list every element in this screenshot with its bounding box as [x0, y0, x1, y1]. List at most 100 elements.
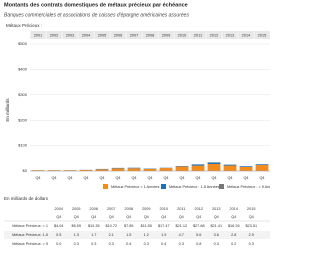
table-period: Q4: [196, 215, 201, 219]
bar: [191, 165, 205, 171]
row-label: Métaux Précieux: < 1: [12, 224, 48, 228]
x-tick-label: Q4: [99, 176, 104, 180]
y-axis-label: En milliards: [5, 98, 10, 122]
year-label: 2006: [114, 34, 122, 38]
table-period: Q4: [214, 215, 219, 219]
table-period: Q4: [126, 215, 131, 219]
table-cell: 0.3: [179, 242, 184, 246]
year-label: 2002: [50, 34, 58, 38]
chart: Montants des contrats domestiques de mét…: [4, 2, 270, 248]
table-year: 2013: [212, 207, 220, 211]
bar: [95, 169, 109, 171]
year-label: 2008: [146, 34, 154, 38]
table-cell: 4.7: [179, 233, 184, 237]
table-cell: 1.5: [126, 233, 131, 237]
legend-swatch: [103, 184, 108, 189]
table-year: 2008: [125, 207, 133, 211]
x-tick-label: Q4: [67, 176, 72, 180]
table-unit: En milliards de dollars: [4, 196, 49, 201]
table-cell: 0.5: [56, 233, 61, 237]
year-label: 2011: [194, 34, 202, 38]
row-band: [4, 231, 270, 239]
table-cell: 1.2: [144, 233, 149, 237]
x-tick-label: Q4: [243, 176, 248, 180]
table-cell: $27.68: [193, 224, 205, 228]
bar: [31, 170, 45, 171]
year-label: 2003: [66, 34, 74, 38]
table-cell: $11.55: [141, 224, 152, 228]
bar: [63, 170, 77, 171]
y-tick-label: $300: [18, 92, 28, 97]
y-tick-label: $100: [18, 143, 28, 148]
table-period: Q4: [74, 215, 79, 219]
x-tick-label: Q4: [227, 176, 232, 180]
table-cell: 3.6: [214, 233, 219, 237]
legend-swatch: [161, 184, 166, 189]
series-label: Métaux Précieux :: [6, 23, 42, 28]
table-cell: $21.41: [210, 224, 222, 228]
x-tick-label: Q4: [211, 176, 216, 180]
year-label: 2012: [210, 34, 218, 38]
x-tick-label: Q4: [163, 176, 168, 180]
row-label: Métaux Précieux: 1-5: [12, 233, 48, 237]
year-label: 2014: [242, 34, 250, 38]
table-cell: 0.3: [109, 242, 114, 246]
bar: [143, 169, 157, 171]
bar: [223, 164, 237, 166]
bar: [127, 167, 141, 169]
header-band: [30, 31, 270, 39]
y-tick-label: $400: [18, 66, 28, 71]
page: {"chart_data": {"type": "bar", "title": …: [4, 2, 270, 248]
year-label: 2013: [226, 34, 234, 38]
table-cell: $17.47: [158, 224, 170, 228]
year-label: 2001: [34, 34, 42, 38]
table-cell: 0.3: [144, 242, 149, 246]
year-label: 2005: [98, 34, 106, 38]
table-period: Q4: [109, 215, 114, 219]
table-year: 2010: [160, 207, 168, 211]
row-label: Métaux Précieux: > 5: [12, 242, 48, 246]
table-year: 2011: [177, 207, 185, 211]
legend-label: Métaux Précieux < 1 Années: [111, 185, 160, 189]
table-cell: 0.2: [231, 242, 236, 246]
bar: [207, 162, 221, 164]
table-cell: 1.7: [91, 233, 96, 237]
table-cell: 0.4: [161, 242, 166, 246]
bar: [79, 169, 93, 171]
x-tick-label: Q4: [259, 176, 264, 180]
table-year: 2014: [230, 207, 238, 211]
table-cell: $10.72: [105, 224, 117, 228]
bar: [159, 168, 173, 171]
table-year: 2004: [55, 207, 63, 211]
bar: [255, 165, 269, 171]
table-period: Q4: [249, 215, 254, 219]
x-tick-label: Q4: [131, 176, 136, 180]
table-year: 2009: [142, 207, 150, 211]
legend-swatch: [219, 184, 224, 189]
table-cell: 1.3: [74, 233, 79, 237]
table-cell: $16.26: [228, 224, 240, 228]
table-cell: $23.51: [245, 224, 257, 228]
bar: [239, 166, 253, 167]
table-cell: 0.0: [56, 242, 61, 246]
table-cell: 0.8: [196, 242, 201, 246]
year-label: 2015: [258, 34, 266, 38]
table-cell: 1.9: [161, 233, 166, 237]
row-band: [4, 222, 270, 230]
chart-title: Montants des contrats domestiques de mét…: [4, 2, 188, 8]
table-year: 2012: [195, 207, 203, 211]
table-period: Q4: [144, 215, 149, 219]
year-label: 2009: [162, 34, 170, 38]
table-cell: $21.12: [175, 224, 187, 228]
table-cell: 0.3: [74, 242, 79, 246]
table-cell: 0.3: [249, 242, 254, 246]
bar: [175, 166, 189, 171]
table-cell: $10.35: [88, 224, 100, 228]
table-cell: $6.59: [71, 224, 81, 228]
table-period: Q4: [179, 215, 184, 219]
x-tick-label: Q4: [179, 176, 184, 180]
bar: [47, 170, 61, 171]
table-cell: $4.04: [54, 224, 64, 228]
y-tick-label: $500: [18, 41, 28, 46]
x-tick-label: Q4: [35, 176, 40, 180]
